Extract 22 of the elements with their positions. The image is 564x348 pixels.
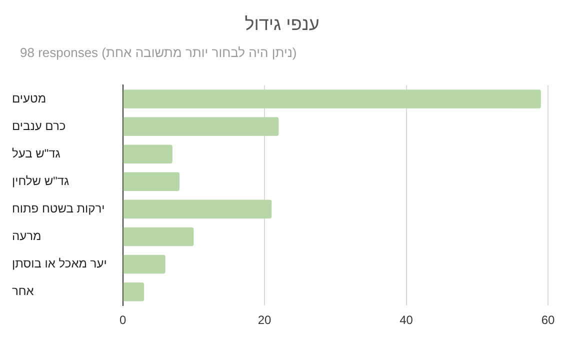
bar — [123, 144, 172, 164]
bar — [123, 200, 272, 219]
x-tick-label: 20 — [258, 313, 272, 328]
chart-subtitle: 98 responses (ניתן היה לבחור יותר מתשובה אחת) — [20, 45, 297, 60]
y-tick-label: גד"ש בעל — [12, 146, 60, 160]
x-tick-label: 0 — [119, 313, 126, 328]
chart-title: ענפי גידול — [244, 14, 320, 35]
bar — [123, 227, 194, 246]
bar — [123, 254, 166, 274]
bar — [123, 172, 180, 191]
bar — [123, 117, 279, 136]
bar — [123, 90, 541, 108]
y-tick-label: מטעים — [12, 91, 46, 106]
y-tick-label: אחר — [12, 284, 34, 298]
y-tick-label: ירקות בשטח פתוח — [12, 201, 105, 216]
x-tick-label: 60 — [541, 313, 555, 328]
y-tick-label: כרם ענבים — [12, 118, 66, 133]
x-tick-label: 40 — [400, 313, 414, 328]
y-tick-label: גד"ש שלחין — [12, 174, 70, 188]
y-tick-label: מרעה — [12, 229, 42, 244]
y-tick-label: יער מאכל או בוסתן — [12, 256, 107, 271]
bar — [123, 282, 144, 302]
